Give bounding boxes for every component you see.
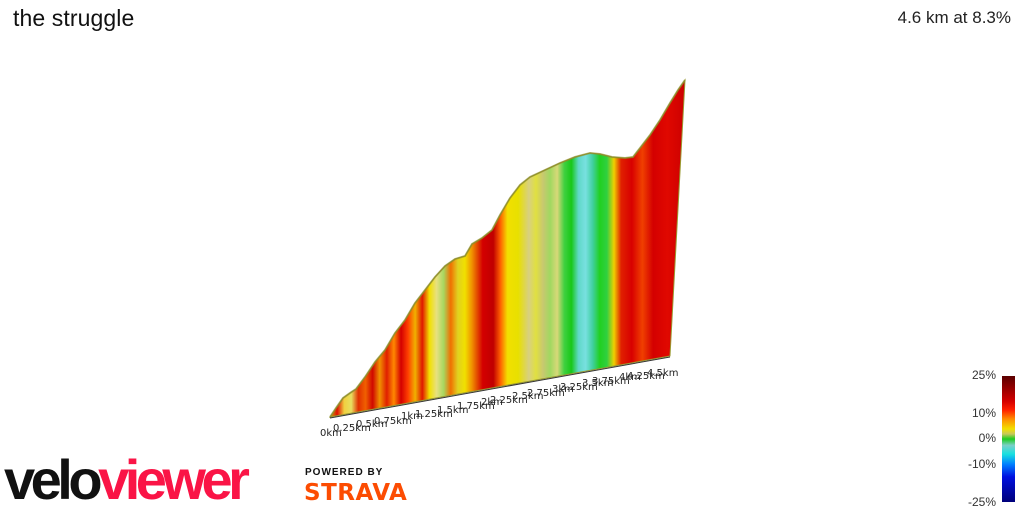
legend-label-10: 10% xyxy=(971,406,996,420)
x-axis-line xyxy=(329,356,671,419)
svg-text:4.25km: 4.25km xyxy=(627,371,665,382)
svg-text:2km: 2km xyxy=(481,397,503,408)
legend-label-min: -25% xyxy=(967,495,996,509)
svg-text:0.25km: 0.25km xyxy=(333,423,371,434)
svg-text:1.25km: 1.25km xyxy=(415,409,453,420)
svg-text:4.5km: 4.5km xyxy=(647,368,678,379)
svg-text:0.5km: 0.5km xyxy=(356,419,387,430)
svg-text:3.75km: 3.75km xyxy=(592,376,630,387)
segment-summary: 4.6 km at 8.3% xyxy=(897,8,1011,27)
powered-by-label: POWERED BY xyxy=(305,467,384,478)
svg-text:4km: 4km xyxy=(619,372,641,383)
svg-text:3.25km: 3.25km xyxy=(560,382,598,393)
elevation-surface xyxy=(328,78,686,418)
svg-text:2.5km: 2.5km xyxy=(512,391,543,402)
svg-text:2.25km: 2.25km xyxy=(490,395,528,406)
logo-viewer: viewer xyxy=(98,448,250,511)
x-axis-ticks: 0km 0.25km 0.5km 0.75km 1km 1.25km 1.5km… xyxy=(320,368,678,439)
veloviewer-logo[interactable]: veloviewer xyxy=(4,452,250,508)
svg-text:0km: 0km xyxy=(320,428,342,439)
logo-velo: velo xyxy=(4,448,103,511)
svg-text:1.75km: 1.75km xyxy=(457,401,495,412)
page-title: the struggle xyxy=(13,5,135,31)
svg-text:1.5km: 1.5km xyxy=(437,405,468,416)
svg-text:3.5km: 3.5km xyxy=(582,378,613,389)
svg-text:3km: 3km xyxy=(552,384,574,395)
svg-text:1km: 1km xyxy=(401,411,423,422)
svg-text:0.75km: 0.75km xyxy=(374,416,412,427)
gradient-legend: 25% 10% 0% -10% -25% xyxy=(950,368,1024,512)
legend-label-0: 0% xyxy=(978,431,996,445)
strava-logo[interactable]: STRAVA xyxy=(304,480,408,506)
gradient-color-scale xyxy=(1002,376,1015,502)
svg-text:2.75km: 2.75km xyxy=(527,388,565,399)
legend-label-neg10: -10% xyxy=(967,457,996,471)
legend-label-max: 25% xyxy=(971,368,996,382)
